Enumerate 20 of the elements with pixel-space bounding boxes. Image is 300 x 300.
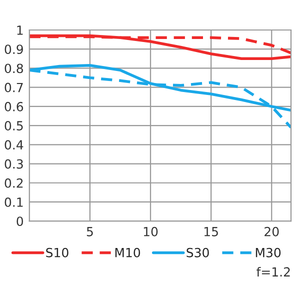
y-tick-label: 0 [16,216,24,226]
y-tick-label: 0.3 [4,159,23,169]
y-tick-label: 1 [17,26,23,35]
legend-label: M10 [115,248,140,258]
y-tick-label: 0.1 [4,197,23,207]
x-tick-label: 5 [86,227,93,236]
y-tick-label: 0.8 [4,64,23,74]
y-tick-label: 0.2 [4,178,23,188]
y-tick-label: 0.4 [4,140,24,150]
legend-label: S10 [46,248,68,258]
legend-label: M30 [256,248,281,258]
y-tick-label: 0.5 [4,121,23,130]
y-tick-label: 0.6 [4,102,24,112]
x-tick-label: 20 [264,226,279,236]
text: f=1.2 [256,266,290,276]
y-tick-label: 0.7 [4,82,23,92]
x-tick-label: 15 [204,227,218,236]
legend-label: S30 [186,248,209,258]
x-tick-label: 10 [144,226,158,236]
y-tick-label: 0.9 [4,44,23,54]
